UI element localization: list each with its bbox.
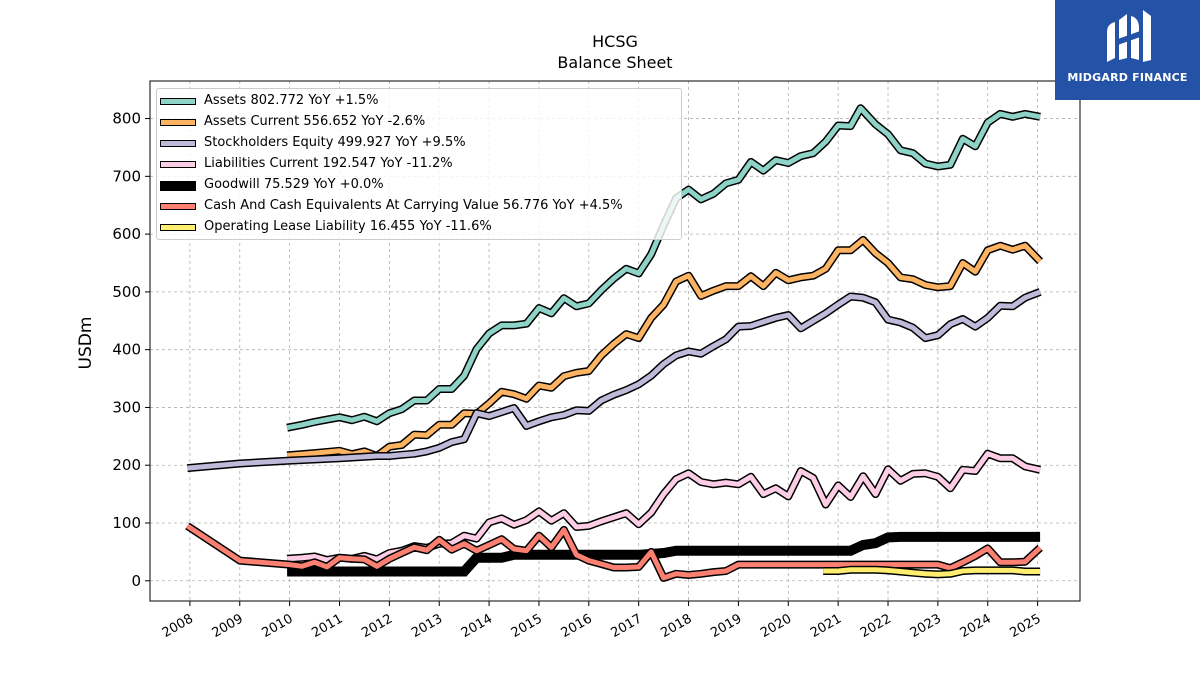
x-tick-label: 2008	[160, 611, 196, 641]
series-line	[823, 565, 1041, 579]
legend-swatch	[160, 98, 196, 105]
legend-label: Goodwill 75.529 YoY +0.0%	[204, 177, 384, 192]
legend-item: Goodwill 75.529 YoY +0.0%	[157, 176, 677, 196]
series-line	[286, 235, 1043, 460]
legend-label: Liabilities Current 192.547 YoY -11.2%	[204, 156, 453, 171]
legend-item: Assets 802.772 YoY +1.5%	[157, 92, 677, 112]
y-axis-label: USDm	[76, 317, 96, 370]
legend-item: Operating Lease Liability 16.455 YoY -11…	[157, 218, 677, 238]
legend-label: Assets 802.772 YoY +1.5%	[204, 93, 379, 108]
legend-item: Cash And Cash Equivalents At Carrying Va…	[157, 197, 677, 217]
legend-swatch	[160, 119, 196, 126]
y-tick-label: 100	[112, 514, 141, 532]
legend-swatch	[160, 140, 196, 147]
brand-logo: MIDGARD FINANCE	[1055, 0, 1200, 100]
x-tick-label: 2017	[609, 611, 645, 641]
legend-swatch	[160, 203, 196, 210]
x-tick-label: 2018	[658, 611, 694, 641]
y-tick-label: 400	[112, 341, 141, 359]
legend-item: Liabilities Current 192.547 YoY -11.2%	[157, 155, 677, 175]
logo-mark-icon	[1107, 10, 1151, 62]
x-tick-label: 2019	[708, 611, 744, 641]
chart-subtitle: Balance Sheet	[557, 53, 673, 72]
legend-label: Stockholders Equity 499.927 YoY +9.5%	[204, 135, 466, 150]
x-tick-label: 2021	[808, 611, 844, 641]
legend-label: Assets Current 556.652 YoY -2.6%	[204, 114, 426, 129]
legend-label: Operating Lease Liability 16.455 YoY -11…	[204, 219, 492, 234]
legend-label: Cash And Cash Equivalents At Carrying Va…	[204, 198, 623, 213]
chart-title: HCSG	[592, 32, 638, 51]
y-tick-label: 700	[112, 167, 141, 185]
series-line	[287, 531, 1041, 577]
y-tick-label: 0	[131, 572, 141, 590]
series-line	[185, 522, 1043, 582]
x-tick-label: 2010	[259, 611, 295, 641]
x-tick-label: 2016	[559, 611, 595, 641]
series-line	[286, 449, 1041, 564]
y-tick-label: 800	[112, 110, 141, 128]
x-tick-label: 2009	[210, 611, 246, 641]
legend-swatch	[160, 181, 196, 191]
x-tick-label: 2011	[309, 611, 345, 641]
y-tick-label: 300	[112, 398, 141, 416]
x-tick-label: 2012	[359, 611, 395, 641]
legend-swatch	[160, 224, 196, 231]
y-tick-label: 500	[112, 283, 141, 301]
x-tick-label: 2023	[908, 611, 944, 641]
y-tick-label: 600	[112, 225, 141, 243]
x-tick-label: 2025	[1007, 611, 1043, 641]
x-tick-label: 2014	[459, 611, 495, 641]
series-line	[187, 288, 1042, 473]
x-tick-label: 2020	[758, 611, 794, 641]
logo-text: MIDGARD FINANCE	[1067, 71, 1188, 84]
plot-frame	[149, 80, 1081, 602]
legend-item: Stockholders Equity 499.927 YoY +9.5%	[157, 134, 677, 154]
legend-swatch	[160, 161, 196, 168]
x-tick-label: 2013	[409, 611, 445, 641]
x-tick-label: 2015	[509, 611, 545, 641]
x-tick-label: 2022	[858, 611, 894, 641]
x-tick-label: 2024	[958, 611, 994, 641]
legend-item: Assets Current 556.652 YoY -2.6%	[157, 113, 677, 133]
legend: Assets 802.772 YoY +1.5% Assets Current 5…	[156, 88, 682, 240]
y-tick-label: 200	[112, 456, 141, 474]
